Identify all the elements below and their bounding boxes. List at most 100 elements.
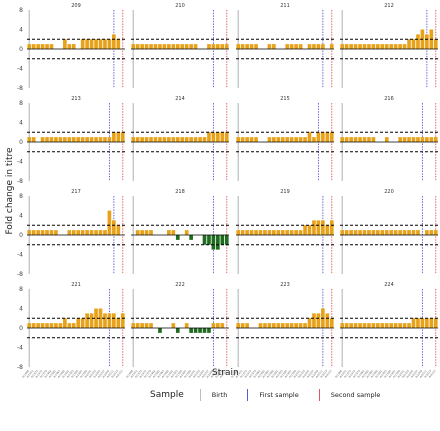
bar	[107, 210, 112, 235]
bar	[31, 137, 36, 142]
bar	[220, 235, 225, 245]
bar	[240, 44, 245, 49]
bar	[31, 44, 36, 49]
legend-key-second-sample	[313, 389, 325, 401]
bar	[411, 318, 416, 328]
bar	[71, 323, 76, 328]
x-tick-label: A/1991	[270, 369, 279, 379]
bar	[98, 39, 103, 49]
bar	[384, 137, 389, 142]
bar	[193, 328, 198, 333]
bar	[31, 230, 36, 235]
bar	[371, 230, 376, 235]
bar	[344, 44, 349, 49]
bar	[411, 137, 416, 142]
bar	[276, 323, 281, 328]
bar	[193, 44, 198, 49]
bar	[236, 137, 241, 142]
bar	[89, 313, 94, 328]
y-tick-label: 0	[19, 139, 23, 146]
bar	[189, 137, 193, 142]
bar	[71, 44, 76, 49]
bar	[135, 230, 140, 235]
bar	[362, 323, 367, 328]
bar	[289, 137, 294, 142]
bar	[80, 318, 85, 328]
bar	[54, 137, 58, 142]
bar	[207, 235, 211, 245]
x-tick-label: A/2005	[301, 369, 310, 379]
bar	[158, 44, 162, 49]
x-tick-label: A/2009	[310, 369, 319, 379]
bar	[27, 323, 32, 328]
x-tick-label: A/1982	[43, 369, 52, 379]
x-tick-label: A/1968	[230, 369, 239, 379]
x-tick-label: A/2011	[419, 369, 428, 379]
bar	[171, 137, 176, 142]
bar	[367, 137, 371, 142]
x-tick-label: A/1999	[392, 369, 401, 379]
bar	[144, 323, 149, 328]
bar	[158, 137, 162, 142]
bar	[321, 132, 325, 142]
bar	[280, 137, 285, 142]
bar	[120, 313, 125, 328]
bar	[216, 235, 220, 250]
bar	[236, 323, 241, 328]
x-tick-label: A/2003	[297, 369, 306, 379]
y-tick-label: -8	[17, 85, 23, 92]
legend-label-birth: Birth	[211, 391, 228, 399]
bar	[285, 323, 290, 328]
bar	[263, 323, 267, 328]
bar	[340, 323, 345, 328]
bar	[245, 44, 249, 49]
bar	[289, 44, 294, 49]
bar	[198, 328, 202, 333]
bar	[416, 137, 420, 142]
x-tick-label: A/2007	[306, 369, 315, 379]
bar	[344, 323, 349, 328]
bar	[303, 225, 307, 235]
bar	[407, 323, 411, 328]
bar	[353, 323, 358, 328]
bar	[407, 39, 411, 49]
bar	[263, 230, 267, 235]
bar	[367, 230, 371, 235]
x-tick-label: A/1975	[30, 369, 39, 379]
bar	[367, 323, 371, 328]
bar	[202, 137, 207, 142]
bar	[193, 137, 198, 142]
x-tick-label: A/2015	[324, 369, 333, 379]
legend-label-second-sample: Second sample	[330, 391, 381, 399]
y-tick-label: -8	[17, 178, 23, 185]
x-tick-label: A/2015	[219, 369, 228, 379]
bar	[54, 323, 58, 328]
x-tick-label: A/2015	[115, 369, 124, 379]
bar	[131, 44, 136, 49]
bar	[224, 132, 229, 142]
panel-title: 223	[280, 282, 290, 288]
bar	[103, 230, 107, 235]
bar	[393, 323, 398, 328]
panel-title: 216	[384, 96, 394, 102]
bar	[312, 313, 316, 328]
bar	[198, 137, 202, 142]
bar	[402, 44, 407, 49]
bar	[98, 230, 103, 235]
bar	[425, 230, 429, 235]
x-tick-label: A/1977	[138, 369, 147, 379]
x-tick-label: A/2015	[428, 369, 437, 379]
x-tick-label: A/1985	[257, 369, 266, 379]
bar	[211, 132, 216, 142]
bar	[76, 318, 81, 328]
bar	[149, 137, 153, 142]
bar	[63, 39, 67, 49]
x-tick-label: A/1999	[288, 369, 297, 379]
y-tick-label: -4	[17, 252, 23, 259]
bar	[45, 137, 49, 142]
bar	[420, 137, 425, 142]
x-tick-label: A/1995	[279, 369, 288, 379]
x-tick-label: A/1982	[252, 369, 261, 379]
bar	[184, 230, 189, 235]
bar	[224, 235, 229, 245]
